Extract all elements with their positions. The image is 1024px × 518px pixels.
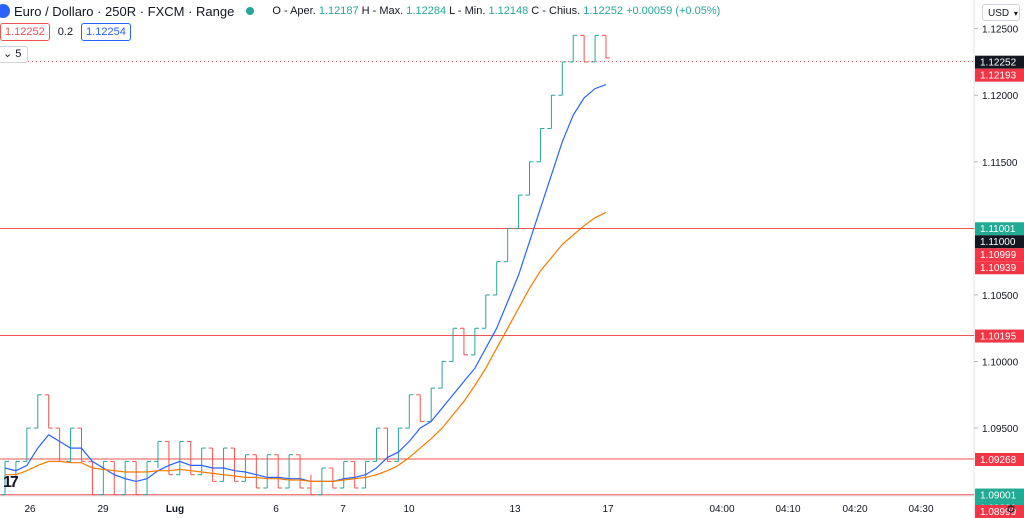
chevron-down-icon: ▾ [1013, 9, 1018, 18]
price-label-text: 1.08999 [980, 507, 1017, 518]
price-label-text: 1.10939 [980, 263, 1017, 274]
x-tick-label: 26 [24, 504, 36, 515]
x-tick-label: 04:00 [709, 504, 734, 515]
price-label-box [975, 222, 1024, 236]
trade-buttons: 1.12252 0.2 1.12254 [0, 23, 131, 41]
price-label-box [975, 55, 1024, 69]
y-tick-label: 1.11500 [982, 158, 1018, 169]
x-tick-label: 6 [273, 504, 279, 515]
low-value: 1.12148 [488, 5, 529, 17]
symbol-title[interactable]: Euro / Dollaro · 250R · FXCM · Range [14, 3, 235, 19]
spread-value: 0.2 [57, 26, 74, 38]
close-label: C - Chius. [531, 5, 581, 17]
chart-header: Euro / Dollaro · 250R · FXCM · Range O -… [0, 0, 720, 22]
currency-select[interactable]: USD ▾ [982, 4, 1020, 21]
logo-text: 17 [3, 474, 19, 491]
price-label-box [975, 452, 1024, 466]
indicator-toggle[interactable]: ⌄ 5 [0, 46, 29, 63]
open-label: O - Aper. [272, 5, 316, 17]
currency-label: USD [988, 8, 1010, 19]
price-label-box [975, 505, 1024, 518]
price-label-box [975, 248, 1024, 262]
low-label: L - Min. [449, 5, 486, 17]
ema-slow-line [5, 211, 607, 482]
price-label-box [975, 261, 1024, 275]
x-tick-label: Lug [166, 504, 184, 515]
high-value: 1.12284 [406, 5, 447, 17]
x-tick-label: 29 [97, 504, 109, 515]
ohlc-legend: O - Aper. 1.12187 H - Max. 1.12284 L - M… [272, 5, 720, 17]
price-label-text: 1.12193 [980, 71, 1017, 82]
x-tick-label: 04:30 [908, 504, 933, 515]
x-tick-label: 7 [340, 504, 346, 515]
price-label-text: 1.11000 [980, 237, 1016, 248]
x-tick-label: 04:10 [775, 504, 800, 515]
settings-gear-icon[interactable]: ⚙ [1006, 504, 1016, 516]
x-tick-label: 04:20 [842, 504, 867, 515]
price-label-text: 1.11001 [980, 224, 1016, 235]
close-value: 1.12252 [583, 5, 624, 17]
price-label-text: 1.12252 [980, 58, 1017, 69]
x-tick-label: 17 [602, 504, 614, 515]
buy-button[interactable]: 1.12254 [81, 23, 131, 41]
y-tick-label: 1.12000 [982, 91, 1019, 102]
x-tick-label: 10 [403, 504, 415, 515]
market-status-icon [246, 7, 255, 15]
price-label-text: 1.09001 [980, 491, 1017, 502]
chevron-down-icon: ⌄ [3, 48, 13, 60]
price-label-box [975, 68, 1024, 82]
x-tick-label: 13 [509, 504, 521, 515]
change-value: +0.00059 (+0.05%) [626, 5, 721, 17]
indicator-count: 5 [15, 48, 22, 60]
ema-fast-line [4, 84, 607, 483]
y-tick-label: 1.10000 [982, 358, 1019, 369]
symbol-logo-icon [0, 4, 10, 18]
price-label-box [975, 329, 1024, 343]
price-label-box [975, 235, 1024, 249]
y-tick-label: 1.12500 [982, 25, 1019, 36]
price-label-text: 1.09268 [980, 455, 1017, 466]
price-label-text: 1.10999 [980, 250, 1017, 261]
y-tick-label: 1.09500 [982, 424, 1019, 435]
high-label: H - Max. [361, 5, 404, 17]
sell-button[interactable]: 1.12252 [0, 23, 50, 41]
y-tick-label: 1.10500 [982, 291, 1019, 302]
tradingview-logo: 17 [3, 474, 19, 492]
price-label-text: 1.10195 [980, 332, 1017, 343]
price-label-box [975, 488, 1024, 502]
open-value: 1.12187 [318, 5, 359, 17]
